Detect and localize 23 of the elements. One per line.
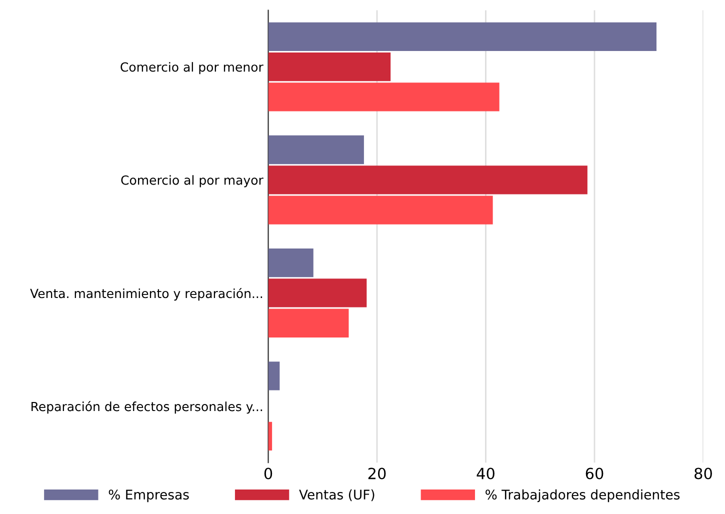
bar [268, 135, 364, 164]
bar [268, 22, 656, 51]
bar [268, 82, 500, 112]
x-tick-label: 60 [586, 468, 604, 480]
bar [268, 52, 391, 82]
legend-label: % Empresas [108, 490, 189, 502]
y-tick-label: Comercio al por menor [120, 62, 264, 74]
x-tick-label: 80 [694, 468, 712, 480]
bar [268, 166, 588, 194]
bar [268, 362, 280, 390]
legend-label: Ventas (UF) [299, 489, 374, 502]
x-tick-label: 20 [368, 468, 386, 480]
bar [268, 422, 272, 451]
bar [268, 248, 314, 278]
bar [268, 278, 367, 308]
x-tick-label: 0 [264, 468, 272, 480]
y-tick-label: Comercio al por mayor [121, 175, 264, 188]
bar [268, 196, 493, 224]
y-tick-label: Venta. mantenimiento y reparación... [30, 288, 262, 301]
bar [268, 308, 349, 338]
legend-label: % Trabajadores dependientes [486, 489, 680, 502]
y-tick-label: Reparación de efectos personales y... [32, 401, 262, 414]
x-tick-label: 40 [476, 468, 494, 480]
